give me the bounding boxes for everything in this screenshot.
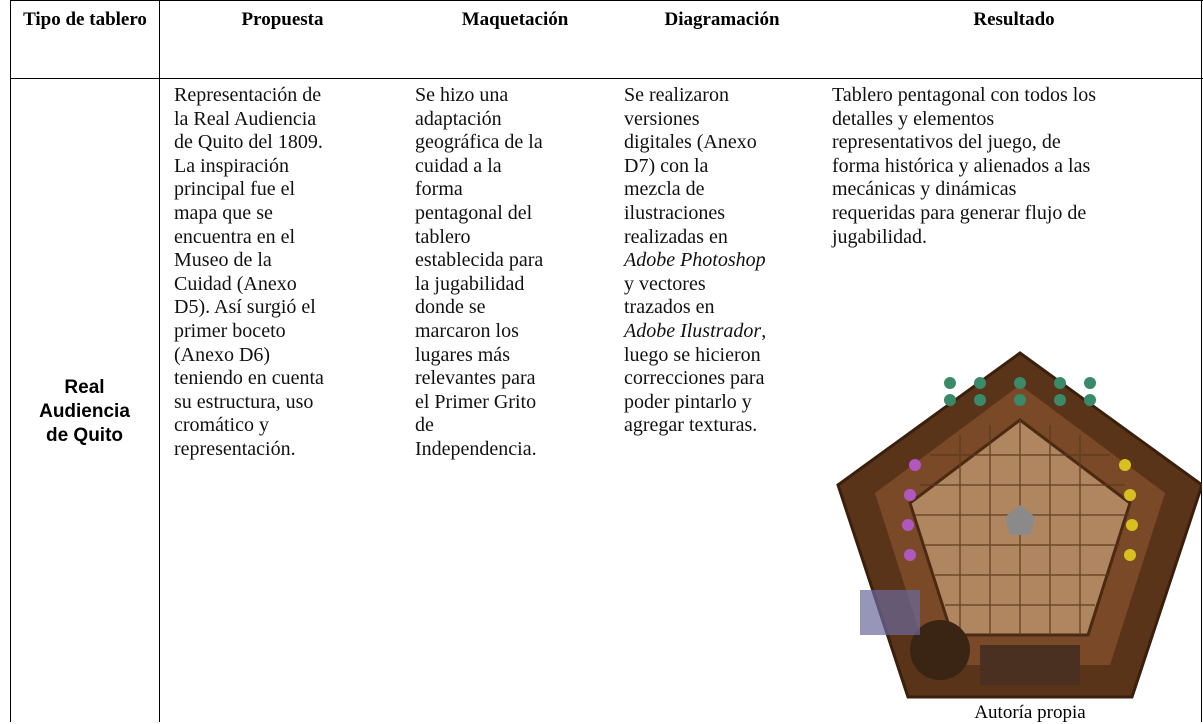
line: Se hizo una [415,84,509,106]
line: trazados en [624,296,715,319]
header-cell: Resultado [973,9,1055,30]
line: Se realizaron [624,84,729,106]
line: de Quito [45,425,124,446]
line: el Primer Grito [415,390,537,413]
line: agregar texturas. [624,414,758,437]
line: relevantes para [415,367,536,390]
line: forma histórica y alienados a las [832,154,1091,177]
line: detalles y elementos [832,107,995,130]
line: poder pintarlo y [624,390,752,413]
line: ilustraciones [624,201,726,224]
line: su estructura, uso [174,390,314,413]
line: de Quito del 1809. [174,131,323,154]
line: pentagonal del [415,201,533,224]
line: Adobe Photoshop [624,249,766,273]
line: Tablero pentagonal con todos los [832,84,1097,106]
line: establecida para [415,249,544,272]
cell: Representación de la Real Audiencia de Qui… [174,84,324,462]
line: lugares más [415,343,510,366]
line: mecánicas y dinámicas [832,178,1017,201]
header-cell: Maquetación [461,9,569,30]
row-label: Real Audiencia de Quito [10,376,159,448]
line: representación. [174,437,296,460]
line: requeridas para generar flujo de [832,201,1087,224]
line: mezcla de [624,178,705,201]
line: Adobe Ilustrador, [624,320,766,344]
header-cell: Diagramación [664,9,780,30]
line: cromático y [174,414,269,437]
line: Representación de [174,84,322,106]
line: forma [415,178,463,201]
line: Audiencia [39,401,130,422]
border [10,78,1203,79]
line: y vectores [624,272,706,295]
line: mapa que se [174,201,273,224]
line: (Anexo D6) [174,343,271,366]
italic-text: Adobe Ilustrador [624,319,762,342]
line: Cuidad (Anexo [174,272,297,295]
line: la jugabilidad [415,272,525,295]
line: la Real Audiencia [174,107,317,130]
line: La inspiración [174,154,289,177]
italic-text: Adobe Photoshop [624,249,766,272]
line: luego se hicieron [624,343,761,366]
line: correcciones para [624,367,765,390]
line: Museo de la [174,249,272,272]
header-cell: Tipo de tablero [23,9,147,30]
cell: Se realizaron versiones digitales (Anexo… [624,84,766,438]
line: de [415,414,434,437]
border [10,0,11,722]
board-image [836,351,1202,699]
line: cuidad a la [415,154,502,177]
cell: Tablero pentagonal con todos los detalles… [832,84,1096,249]
line: encuentra en el [174,225,296,248]
line: primer boceto [174,319,286,342]
cell: Se hizo una adaptación geográfica de la cui… [415,84,543,462]
line: versiones [624,107,700,130]
header-cell: Propuesta [241,9,324,30]
line: geográfica de la [415,131,543,154]
line: digitales (Anexo [624,131,757,154]
border [1201,0,1202,722]
line: jugabilidad. [832,225,927,248]
line: teniendo en cuenta [174,367,324,390]
line: Independencia. [415,437,537,460]
line: marcaron los [415,319,519,342]
line: donde se [415,296,486,319]
line: D5). Así surgió el [174,296,316,319]
border [159,0,160,722]
caption: Autoría propia [974,702,1086,723]
border [10,0,1203,1]
line: principal fue el [174,178,296,201]
line: representativos del juego, de [832,131,1061,154]
text: , [761,319,767,342]
line: tablero [415,225,471,248]
line: realizadas en [624,225,728,248]
line: D7) con la [624,154,709,177]
line: adaptación [415,107,502,130]
line: Real [64,377,105,398]
